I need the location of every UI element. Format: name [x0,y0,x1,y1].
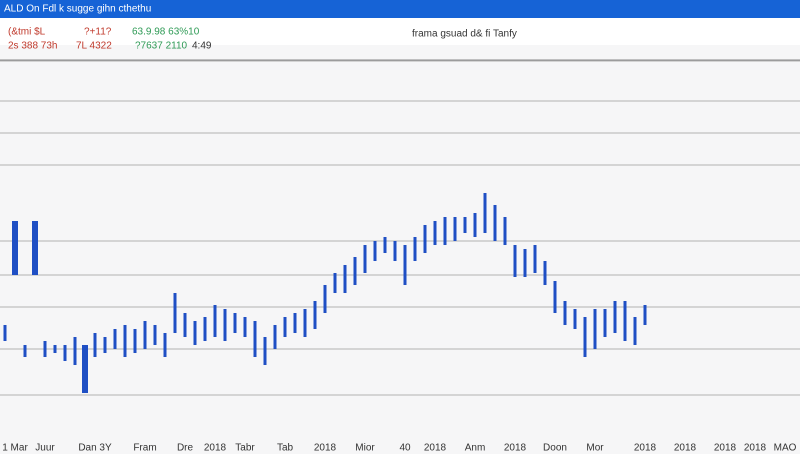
range-bar [433,221,437,245]
info: ?+11? [84,27,112,38]
range-bar [253,321,257,357]
range-bar [373,241,377,261]
range-bar [363,245,367,273]
range-bar [473,213,477,237]
range-bar [453,217,457,241]
range-bar [133,329,137,353]
range-bar [43,341,47,357]
x-tick-label: Mior [355,443,375,454]
x-tick-label: MAO [774,443,797,454]
x-tick-label: Fram [133,443,156,454]
range-bar [613,301,617,333]
range-bar [513,245,517,277]
range-bar [53,345,57,353]
info: 63.9.98 63%10 [132,27,200,38]
range-bar [413,237,417,261]
range-bar [223,309,227,341]
range-bar [113,329,117,349]
x-tick-label: 2018 [504,443,527,454]
x-tick-label: Doon [543,443,567,454]
range-bar [193,321,197,345]
x-tick-label: 1 Mar [2,443,28,454]
range-bar [82,345,88,393]
range-bar [163,333,167,357]
info: 2s 388 73h [8,41,58,52]
range-bar [443,217,447,245]
range-bar [393,241,397,261]
range-bar [493,205,497,241]
info: (&tmi $L [8,27,46,38]
x-tick-label: Mor [586,443,604,454]
range-bar [353,257,357,285]
range-bar [423,225,427,253]
x-tick-label: 2018 [204,443,227,454]
range-bar [123,325,127,357]
range-bar [563,301,567,325]
range-bar [543,261,547,285]
range-bar [633,317,637,345]
info: 4:49 [192,41,212,52]
x-tick-label: Anm [465,443,486,454]
range-bar [383,237,387,253]
range-bar [153,325,157,345]
x-tick-label: Juur [35,443,55,454]
range-bar [183,313,187,337]
range-bar [573,309,577,329]
range-bar [303,309,307,337]
range-bar [463,217,467,233]
range-bar [293,313,297,333]
range-bar [263,337,267,365]
range-bar [313,301,317,329]
plot-bg [0,45,800,454]
info: ?7637 2110 [135,41,188,52]
x-tick-label: 40 [399,443,411,454]
range-bar [643,305,647,325]
x-tick-label: Tab [277,443,294,454]
x-tick-label: 2018 [744,443,767,454]
range-bar [73,337,77,365]
range-bar [3,325,7,341]
range-bar [12,221,18,275]
x-tick-label: 2018 [634,443,657,454]
x-tick-label: 2018 [424,443,447,454]
range-bar [593,309,597,349]
range-bar [243,317,247,337]
range-bar [583,317,587,357]
range-bar [403,245,407,285]
range-bar [23,345,27,357]
x-tick-label: 2018 [714,443,737,454]
range-bar [323,285,327,313]
range-bar [603,309,607,337]
range-bar [483,193,487,233]
range-bar [143,321,147,349]
x-tick-label: 2018 [674,443,697,454]
range-bar [283,317,287,337]
range-bar [32,221,38,275]
title-bar [0,0,800,18]
x-tick-label: 2018 [314,443,337,454]
range-bar [213,305,217,337]
range-bar [273,325,277,349]
range-bar [503,217,507,245]
range-bar [63,345,67,361]
range-bar [343,265,347,293]
x-tick-label: Dan 3Y [78,443,112,454]
range-bar [203,317,207,341]
x-tick-label: Dre [177,443,194,454]
range-bar [233,313,237,333]
range-bar [523,249,527,277]
range-bar [333,273,337,293]
range-bar [623,301,627,341]
info: 7L 4322 [76,41,112,52]
info: frama gsuad d& fi Tanfy [412,29,517,40]
range-bar [103,337,107,353]
range-bar [553,281,557,313]
x-tick-label: Tabr [235,443,255,454]
range-bar [173,293,177,333]
app-title: ALD On Fdl k sugge gihn cthethu [4,4,151,15]
range-bar [533,245,537,273]
range-bar [93,333,97,357]
